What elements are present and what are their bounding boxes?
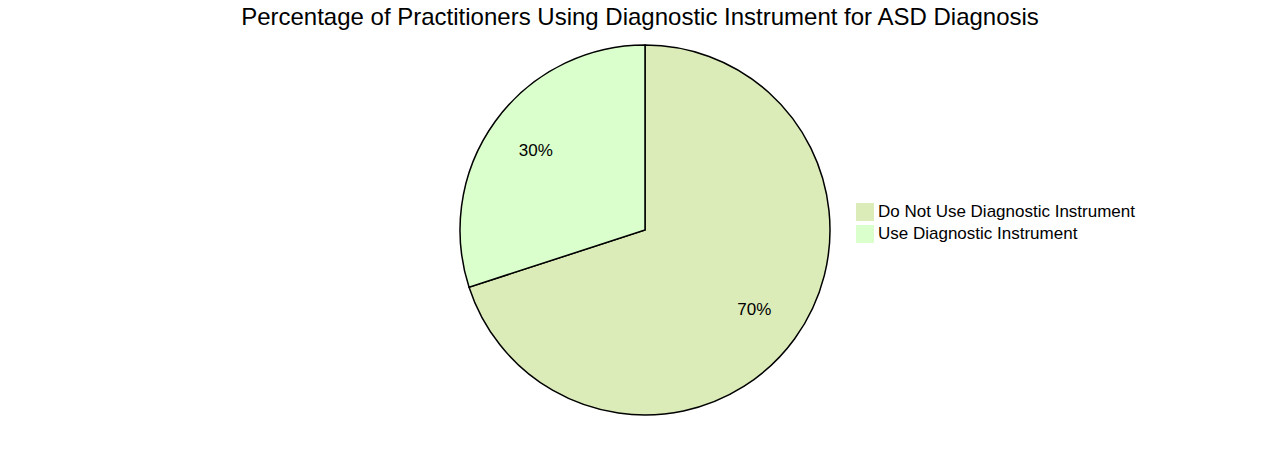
svg-text:70%: 70% (737, 300, 771, 319)
svg-text:30%: 30% (519, 141, 553, 160)
html-text:Use Diagnostic Instrument: Use Diagnostic Instrument (878, 224, 1078, 243)
html-text:Percentage of Practitioners Us: Percentage of Practitioners Using Diagno… (241, 3, 1039, 30)
html-text:Do Not Use Diagnostic Instrume: Do Not Use Diagnostic Instrument (878, 202, 1135, 221)
